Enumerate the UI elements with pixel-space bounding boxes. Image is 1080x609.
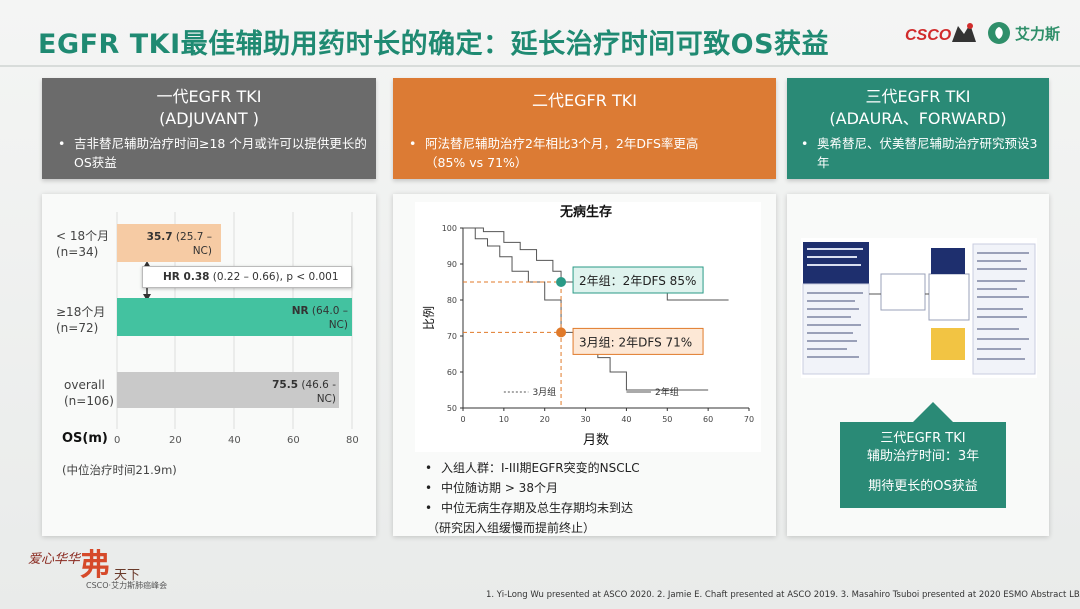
os-bar-panel: < 18个月 (n=34) 35.7 (25.7 – NC) HR 0.38 (0…	[42, 194, 376, 536]
os-axis-title: OS(m)	[62, 431, 108, 446]
dfs-y-tick-label: 90	[447, 260, 457, 269]
callout-line3: 期待更长的OS获益	[868, 479, 978, 494]
os-tick: 80	[346, 435, 359, 446]
callout-line2: 辅助治疗时间：3年	[866, 449, 980, 464]
dfs-y-tick-label: 100	[442, 224, 457, 233]
study-flow-diagram	[801, 238, 1037, 378]
os-bar-lt18-value: 35.7 (25.7 – NC)	[122, 230, 212, 258]
os-row2-label-a: ≥18个月	[56, 305, 106, 319]
dfs-x-tick-label: 20	[540, 415, 550, 424]
os-bar-ge18-median: NR	[291, 305, 309, 317]
os-bar-overall-median: 75.5	[272, 379, 299, 391]
os-tick: 40	[228, 435, 241, 446]
dfs-y-tick-label: 60	[447, 368, 457, 377]
slide-title: EGFR TKI最佳辅助用药时长的确定：延长治疗时间可致OS获益	[38, 29, 830, 60]
os-tick: 20	[169, 435, 182, 446]
os-bar-ge18-ci: (64.0 –	[308, 305, 348, 317]
dfs-bullet: 中位随访期 > 38个月	[423, 478, 640, 498]
dfs-chart-title: 无病生存	[559, 204, 612, 220]
os-bar-ge18-ci2: NC)	[328, 319, 348, 331]
os-bar-overall-ci2: NC)	[316, 393, 336, 405]
title-divider	[0, 65, 1080, 67]
aili-logo: 艾力斯	[988, 22, 1060, 44]
third-gen-bullet: 奥希替尼、伏美替尼辅助治疗研究预设3年	[795, 134, 1045, 172]
dfs-bullet: 入组人群：I-III期EGFR突变的NSCLC	[423, 458, 640, 478]
first-gen-title: 一代EGFR TKI	[156, 87, 262, 106]
first-gen-subtitle: (ADJUVANT )	[159, 109, 259, 128]
dfs-x-tick-label: 50	[662, 415, 672, 424]
os-row2-label-b: (n=72)	[56, 321, 99, 335]
os-row1-label-b: (n=34)	[56, 245, 99, 259]
event-logo-sub: CSCO·艾力斯肺癌峰会	[86, 581, 168, 590]
event-logo-c: 天下	[114, 568, 141, 583]
callout-box: 三代EGFR TKI 辅助治疗时间：3年 期待更长的OS获益	[840, 402, 1006, 508]
first-gen-card: 一代EGFR TKI (ADJUVANT ) 吉非替尼辅助治疗时间≥18 个月或…	[42, 78, 376, 179]
dfs-annotation-2year-box	[572, 266, 704, 294]
csco-emblem-icon	[952, 23, 976, 42]
dfs-y-tick-label: 50	[447, 404, 457, 413]
dfs-annotation-3month: 3月组: 2年DFS 71%	[579, 335, 692, 349]
os-bar-lt18-ci: (25.7 –	[172, 231, 212, 243]
dfs-x-tick-label: 30	[580, 415, 590, 424]
os-tick: 60	[287, 435, 300, 446]
os-row3-label-a: overall	[64, 378, 105, 392]
os-bar-overall-ci: (46.6 -	[298, 379, 336, 391]
os-bar-lt18-ci2: NC)	[192, 245, 212, 257]
os-row1-label: < 18个月 (n=34)	[56, 228, 109, 260]
first-gen-bullet: 吉非替尼辅助治疗时间≥18 个月或许可以提供更长的OS获益	[52, 134, 370, 172]
callout-line1: 三代EGFR TKI	[880, 431, 966, 446]
dfs-x-tick-label: 10	[499, 415, 509, 424]
leaf-icon	[988, 22, 1010, 44]
os-row1-label-a: < 18个月	[56, 229, 110, 243]
dfs-annotation-3month-box	[572, 327, 704, 355]
references: 1. Yi-Long Wu presented at ASCO 2020. 2.…	[486, 590, 1080, 600]
os-median-note: (中位治疗时间21.9m)	[62, 463, 177, 477]
dfs-legend-3month: 3月组	[532, 386, 556, 398]
aili-logo-text: 艾力斯	[1015, 24, 1061, 43]
dfs-bullet: 中位无病生存期及总生存期均未到达	[423, 498, 640, 518]
second-gen-bullet: 阿法替尼辅助治疗2年相比3个月，2年DFS率更高（85% vs 71%）	[403, 134, 733, 172]
os-bar-overall-value: 75.5 (46.6 - NC)	[242, 378, 336, 406]
second-gen-title: 二代EGFR TKI	[532, 91, 637, 110]
dfs-point-85	[556, 277, 567, 287]
dfs-legend-2year: 2年组	[655, 386, 679, 398]
dfs-x-tick-label: 0	[460, 415, 465, 424]
third-gen-card: 三代EGFR TKI (ADAURA、FORWARD) 奥希替尼、伏美替尼辅助治…	[787, 78, 1049, 179]
dfs-y-tick-label: 70	[447, 332, 457, 341]
third-gen-title: 三代EGFR TKI	[865, 87, 971, 106]
hr-ci: (0.22 – 0.66), p < 0.001	[209, 271, 339, 283]
csco-logo: CSCO	[905, 27, 952, 44]
os-bar-lt18	[117, 224, 221, 262]
dfs-x-tick-label: 40	[621, 415, 631, 424]
event-logo-b: 弗	[80, 548, 110, 583]
os-tick: 0	[114, 435, 121, 446]
second-gen-card: 二代EGFR TKI 阿法替尼辅助治疗2年相比3个月，2年DFS率更高（85% …	[393, 78, 776, 179]
os-row3-label-b: (n=106)	[64, 394, 114, 408]
os-row3-label: overall (n=106)	[64, 377, 114, 409]
dfs-series-3month-line	[463, 227, 709, 391]
os-bar-overall	[117, 372, 339, 408]
dfs-annotation-2year: 2年组：2年DFS 85%	[579, 274, 696, 288]
dfs-point-71	[556, 327, 567, 338]
third-gen-subtitle: (ADAURA、FORWARD)	[829, 109, 1007, 128]
dfs-y-axis-label: 比例	[422, 306, 436, 330]
dfs-chart: 无病生存 50 60 70 80 90 100 0 10 20 30 40 50 60 70 月数 比例 2年组：…	[415, 202, 761, 452]
dfs-x-tick-label: 60	[703, 415, 713, 424]
os-row2-label: ≥18个月 (n=72)	[56, 304, 105, 336]
dfs-note: （研究因入组缓慢而提前终止）	[427, 521, 596, 535]
os-bar-ge18-value: NR (64.0 – NC)	[252, 304, 348, 332]
dfs-y-tick-label: 80	[447, 296, 457, 305]
hr-label-box: HR 0.38 (0.22 – 0.66), p < 0.001	[142, 266, 352, 288]
os-bar-lt18-median: 35.7	[146, 231, 173, 243]
os-bar-ge18	[117, 298, 352, 336]
dfs-x-axis-label: 月数	[583, 433, 609, 448]
hr-value: HR 0.38	[163, 271, 210, 283]
dfs-panel: 无病生存 50 60 70 80 90 100 0 10 20 30 40 50 60 70 月数 比例 2年组：…	[393, 194, 776, 536]
dfs-bullets: 入组人群：I-III期EGFR突变的NSCLC 中位随访期 > 38个月 中位无…	[423, 458, 640, 538]
dfs-x-tick-label: 70	[744, 415, 754, 424]
event-logo-a: 爱心华华	[28, 552, 81, 567]
